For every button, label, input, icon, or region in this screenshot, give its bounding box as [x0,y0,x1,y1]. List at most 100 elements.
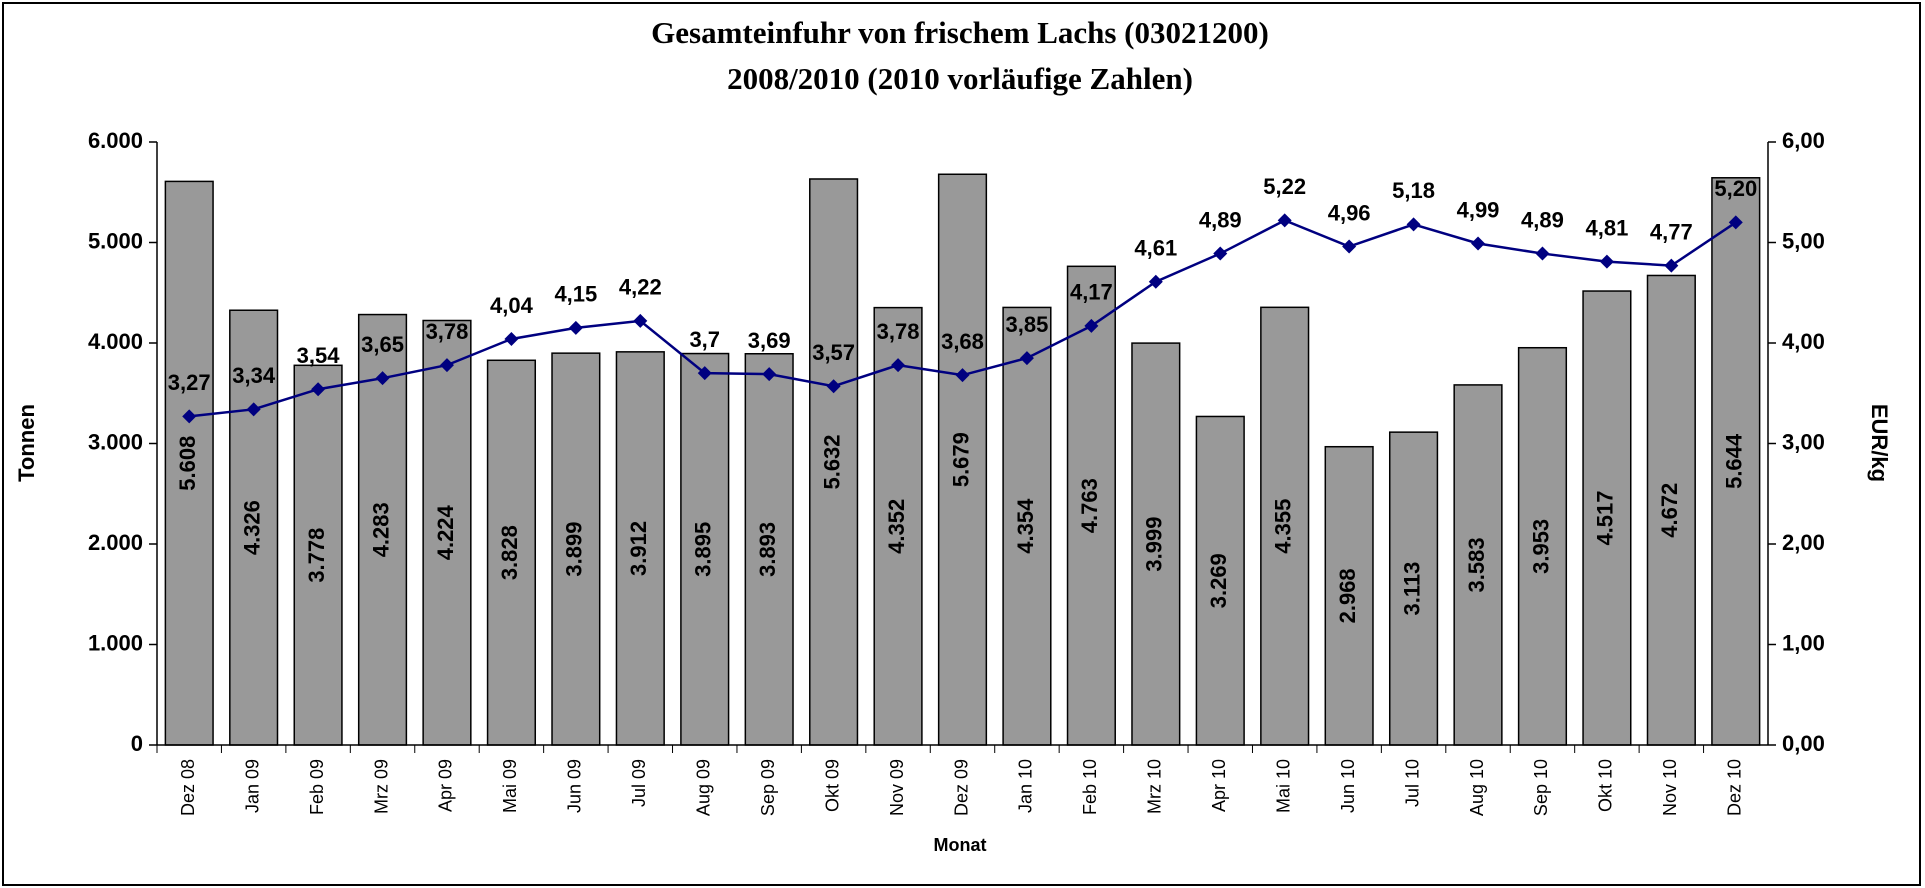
line-value-label: 3,85 [1006,312,1049,337]
bar [1646,274,1696,746]
bar-value-label: 3.113 [1399,562,1424,616]
line-value-label: 4,15 [554,282,597,307]
x-tick-label: Mrz 10 [1145,759,1165,814]
bar [229,309,279,746]
y-tick-label: 5.000 [88,228,143,253]
bar-value-label: 4.355 [1271,499,1296,554]
x-tick-label: Sep 10 [1531,759,1551,816]
x-tick-label: Feb 09 [307,759,327,815]
y2-tick-label: 6,00 [1782,128,1825,153]
x-tick-label: Feb 10 [1080,759,1100,815]
line-value-label: 5,18 [1392,178,1435,203]
bar [551,352,601,746]
bar-value-label: 3.953 [1528,519,1553,574]
bar-value-label: 3.269 [1206,553,1231,608]
line-marker [504,331,519,346]
line-value-label: 5,22 [1263,174,1306,199]
line-marker [762,367,777,382]
line-value-label: 3,78 [877,319,920,344]
x-tick-label: Jan 10 [1016,759,1036,813]
line-marker [1406,217,1421,232]
line-value-label: 3,69 [748,328,791,353]
line-value-label: 4,81 [1585,215,1628,240]
bar-value-label: 5.632 [819,434,844,489]
line-marker [1471,236,1486,251]
x-tick-label: Apr 10 [1209,759,1229,812]
line-marker [1342,239,1357,254]
line-marker [891,358,906,373]
line-value-label: 3,7 [689,327,720,352]
line-value-label: 4,89 [1521,207,1564,232]
bar-value-label: 3.899 [562,522,587,577]
line-marker [697,366,712,381]
y-tick-label: 6.000 [88,128,143,153]
line-value-label: 3,68 [941,329,984,354]
x-tick-label: Sep 09 [758,759,778,816]
bar-value-label: 4.763 [1077,478,1102,533]
y-tick-label: 1.000 [88,630,143,655]
bar [1453,384,1503,746]
y-tick-label: 2.000 [88,530,143,555]
bar [357,313,408,746]
line-value-label: 4,77 [1650,219,1693,244]
bar-value-label: 3.893 [755,522,780,577]
x-tick-label: Mrz 09 [371,759,391,814]
line-marker [375,371,390,386]
y-axis-label: Tonnen [14,404,39,482]
y-tick-label: 0 [131,731,143,756]
bar [1260,306,1310,746]
bar-value-label: 4.672 [1657,483,1682,538]
line-marker [1019,351,1034,366]
y-tick-label: 3.000 [88,429,143,454]
bar [164,180,214,746]
bar [1582,290,1632,746]
bar [1517,346,1568,746]
line-marker [1148,274,1163,289]
y2-tick-label: 0,00 [1782,731,1825,756]
line-marker [311,382,326,397]
x-tick-label: Jun 10 [1338,759,1358,813]
x-tick-label: Dez 09 [951,759,971,816]
bar [1002,306,1052,746]
line-value-label: 3,78 [426,319,469,344]
y2-tick-label: 1,00 [1782,630,1825,655]
x-tick-label: Nov 10 [1660,759,1680,816]
bar-value-label: 4.224 [433,504,458,560]
y-tick-label: 4.000 [88,329,143,354]
bar-value-label: 5.608 [175,436,200,491]
bar-value-label: 4.326 [239,500,264,555]
x-tick-label: Dez 08 [178,759,198,816]
bar [1711,177,1761,746]
line-marker [182,409,197,424]
y2-tick-label: 5,00 [1782,228,1825,253]
line-marker [1213,246,1228,261]
x-tick-label: Mai 10 [1273,759,1293,813]
bar-value-label: 4.283 [368,502,393,557]
line-value-label: 4,89 [1199,207,1242,232]
x-tick-label: Aug 10 [1467,759,1487,816]
line-value-label: 4,96 [1328,200,1371,225]
bar [422,319,472,746]
line-value-label: 3,34 [232,363,276,388]
line-marker [246,402,261,417]
chart-subtitle: 2008/2010 (2010 vorläufige Zahlen) [727,61,1193,96]
line-value-label: 4,17 [1070,280,1113,305]
line-marker [1277,213,1292,228]
bar-value-label: 3.895 [691,522,716,577]
bar-value-label: 3.999 [1142,517,1167,572]
line-marker [1728,215,1743,230]
line-marker [1535,246,1550,261]
line-value-label: 5,20 [1714,176,1757,201]
x-tick-label: Okt 10 [1596,759,1616,812]
bar [615,351,665,746]
x-tick-label: Aug 09 [693,759,713,816]
line-value-label: 4,04 [490,293,534,318]
line-value-label: 4,99 [1457,197,1500,222]
x-tick-label: Nov 09 [887,759,907,816]
bar-value-label: 3.778 [304,528,329,583]
x-tick-label: Jun 09 [565,759,585,813]
bar-value-label: 5.644 [1722,433,1747,489]
x-tick-label: Dez 10 [1725,759,1745,816]
y2-tick-label: 4,00 [1782,329,1825,354]
